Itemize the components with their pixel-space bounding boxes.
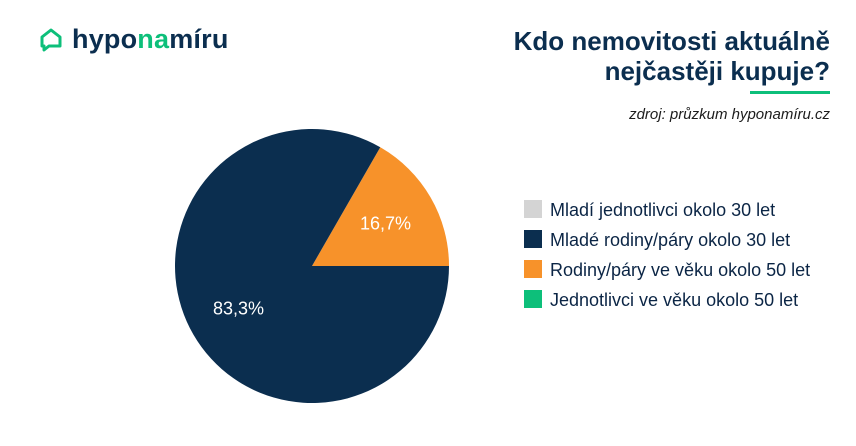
house-chat-icon	[40, 28, 62, 51]
legend-item-3: Rodiny/páry ve věku okolo 50 let	[524, 259, 834, 281]
legend-swatch	[524, 260, 542, 278]
legend-label: Rodiny/páry ve věku okolo 50 let	[550, 260, 811, 280]
chart-title-line1: Kdo nemovitosti aktuálně	[513, 26, 830, 56]
legend-item-2: Mladé rodiny/páry okolo 30 let	[524, 229, 834, 251]
chart-title: Kdo nemovitosti aktuálně nejčastěji kupu…	[410, 26, 830, 86]
legend-label: Jednotlivci ve věku okolo 50 let	[550, 290, 799, 310]
legend-label: Mladí jednotlivci okolo 30 let	[550, 200, 776, 220]
legend-item-4: Jednotlivci ve věku okolo 50 let	[524, 289, 834, 311]
legend-swatch	[524, 200, 542, 218]
legend-swatch	[524, 290, 542, 308]
slice-data-label-3: 16,7%	[360, 213, 411, 233]
pie-slice-2	[175, 128, 450, 403]
legend-label: Mladé rodiny/páry okolo 30 let	[550, 230, 791, 250]
slice-data-label-2: 83,3%	[213, 299, 264, 319]
title-underline	[750, 91, 830, 94]
chart-legend: Mladí jednotlivci okolo 30 let Mladé rodi…	[524, 199, 834, 319]
brand-name-part1: hypo	[72, 24, 138, 54]
pie-slice-3	[312, 147, 449, 266]
legend-item-1: Mladí jednotlivci okolo 30 let	[524, 199, 834, 221]
brand-name-part3: míru	[169, 24, 229, 54]
legend-swatch	[524, 230, 542, 248]
brand-logo[interactable]: hyponamíru	[38, 26, 229, 53]
source-note: zdroj: průzkum hyponamíru.cz	[629, 106, 830, 123]
brand-wordmark: hyponamíru	[72, 26, 229, 53]
brand-name-part2: na	[137, 24, 170, 54]
chart-title-line2: nejčastěji kupuje?	[604, 56, 830, 86]
